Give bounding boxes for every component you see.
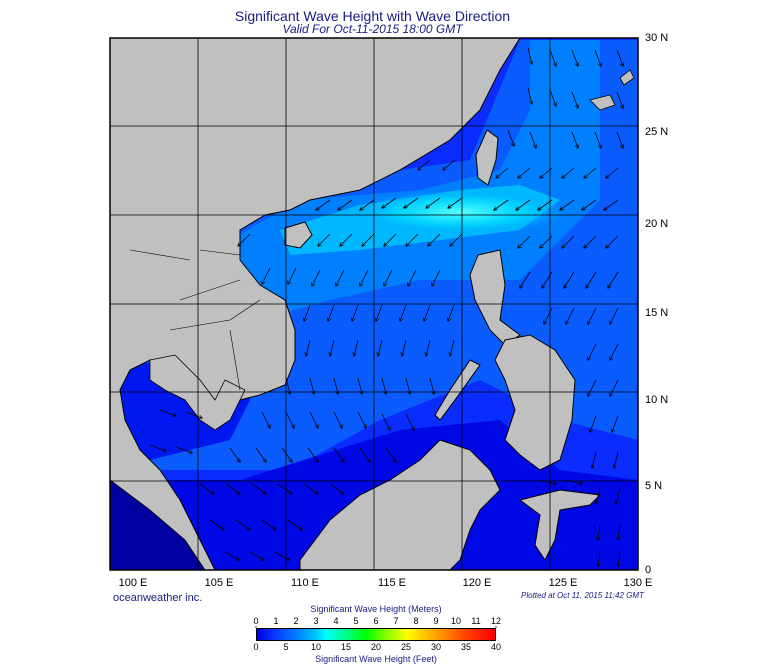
wave-direction-arrows xyxy=(149,47,623,566)
colorbar-feet-tick: 30 xyxy=(430,642,441,652)
lon-label-120e: 120 E xyxy=(462,577,492,589)
colorbar-meters-tick: 12 xyxy=(490,616,501,626)
colorbar-meters-tick: 0 xyxy=(253,616,259,626)
land-sumatra xyxy=(110,479,206,570)
colorbar-feet-tick: 10 xyxy=(310,642,321,652)
lat-label-10n: 10 N xyxy=(645,394,669,406)
lat-label-0: 0 xyxy=(645,564,652,576)
lon-label-115e: 115 E xyxy=(378,577,406,589)
lon-label-125e: 125 E xyxy=(548,577,578,589)
lon-label-105e: 105 E xyxy=(204,577,234,589)
land-internal-borders xyxy=(129,249,261,391)
land-taiwan xyxy=(475,129,499,186)
land-visayas-mindanao xyxy=(494,334,576,471)
colorbar-meters-tick: 9 xyxy=(433,616,439,626)
chart-subtitle: Valid For Oct-11-2015 18:00 GMT xyxy=(282,22,463,36)
colorbar-title-feet: Significant Wave Height (Feet) xyxy=(315,654,437,664)
land-mainland-asia xyxy=(110,38,521,570)
colorbar-feet-tick: 40 xyxy=(490,642,501,652)
colorbar-feet-tick: 25 xyxy=(400,642,411,652)
plotted-timestamp: Plotted at Oct 11, 2015 11:42 GMT xyxy=(521,591,644,600)
colorbar xyxy=(256,628,496,641)
colorbar-ticks xyxy=(255,626,497,628)
lat-label-20n: 20 N xyxy=(645,218,669,230)
land-sulawesi xyxy=(518,489,602,561)
colorbar-meters-tick: 8 xyxy=(413,616,419,626)
land-palawan xyxy=(434,359,481,421)
lon-label-130e: 130 E xyxy=(623,577,653,589)
credit-text: oceanweather inc. xyxy=(113,592,203,604)
colorbar-feet-tick: 5 xyxy=(283,642,289,652)
colorbar-meters-tick: 1 xyxy=(273,616,279,626)
lon-label-110e: 110 E xyxy=(291,577,319,589)
map-frame xyxy=(109,37,639,571)
colorbar-feet-tick: 35 xyxy=(460,642,471,652)
chart-title: Significant Wave Height with Wave Direct… xyxy=(234,8,511,24)
colorbar-meters-tick: 4 xyxy=(333,616,339,626)
colorbar-meters-tick: 2 xyxy=(293,616,299,626)
land-hainan xyxy=(284,221,313,249)
colorbar-feet-tick: 20 xyxy=(370,642,381,652)
colorbar-feet-tick: 0 xyxy=(253,642,259,652)
colorbar-feet-tick: 15 xyxy=(340,642,351,652)
lon-label-100e: 100 E xyxy=(118,577,148,589)
land-gulf-region xyxy=(149,354,246,431)
graticule xyxy=(110,38,638,570)
colorbar-meters-tick: 6 xyxy=(373,616,379,626)
lat-label-5n: 5 N xyxy=(645,480,663,492)
colorbar-meters-tick: 3 xyxy=(313,616,319,626)
lat-label-15n: 15 N xyxy=(645,307,669,319)
colorbar-title-meters: Significant Wave Height (Meters) xyxy=(310,604,442,614)
colorbar-meters-tick: 7 xyxy=(393,616,399,626)
wave-max-region xyxy=(350,190,570,234)
lat-label-30n: 30 N xyxy=(645,32,669,44)
lat-label-25n: 25 N xyxy=(645,126,669,138)
colorbar-meters-tick: 11 xyxy=(471,616,481,626)
colorbar-meters-tick: 5 xyxy=(353,616,359,626)
land-borneo xyxy=(299,439,501,570)
land-ryukyu xyxy=(589,69,635,111)
colorbar-meters-tick: 10 xyxy=(450,616,461,626)
